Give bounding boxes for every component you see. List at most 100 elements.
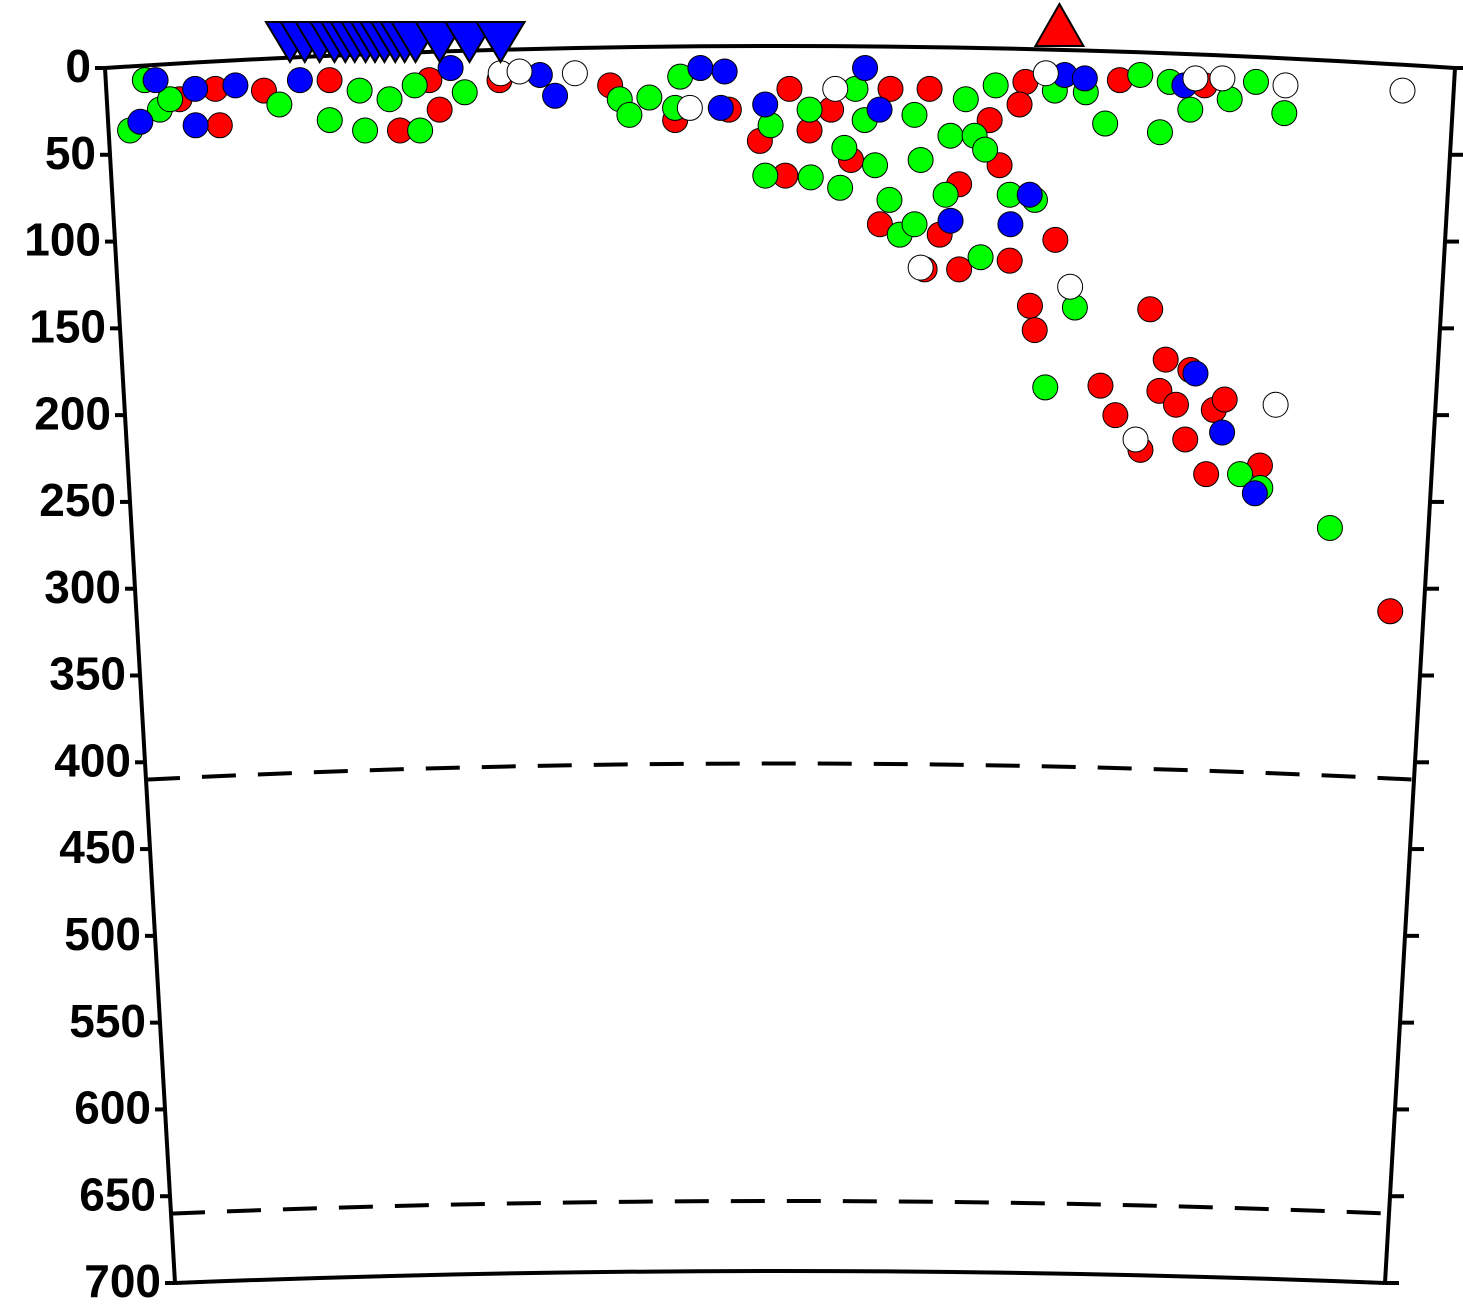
hypocenter: [401, 72, 428, 99]
hypocenter: [1032, 60, 1059, 87]
hypocenter: [752, 91, 779, 118]
hypocenter: [932, 181, 959, 208]
hypocenter: [967, 244, 994, 271]
frame-bottom: [174, 1269, 1386, 1285]
hypocenter: [616, 101, 643, 128]
y-tick-label: 350: [49, 648, 126, 700]
hypocenter: [222, 72, 249, 99]
hypocenter: [937, 122, 964, 149]
hypocenter: [937, 207, 964, 234]
y-tick-label: 450: [59, 821, 136, 873]
hypocenter: [426, 96, 453, 123]
hypocenter: [907, 254, 934, 281]
hypocenter: [752, 162, 779, 189]
hypocenter: [1242, 68, 1269, 95]
hypocenter: [952, 86, 979, 113]
volcano: [1033, 1, 1086, 47]
hypocenter: [827, 174, 854, 201]
y-tick-label: 600: [74, 1082, 151, 1134]
hypocenter: [901, 211, 928, 238]
hypocenter: [142, 67, 169, 94]
hypocenter: [1016, 181, 1043, 208]
hypocenter: [542, 82, 569, 109]
hypocenter: [437, 55, 464, 81]
hypocenter: [997, 211, 1024, 238]
hypocenter: [1182, 65, 1209, 92]
hypocenter: [996, 247, 1023, 274]
hypocenter: [1182, 360, 1209, 387]
hypocenter: [316, 107, 343, 134]
y-tick-label: 650: [79, 1168, 156, 1220]
section-frame: [103, 44, 1457, 1285]
hypocenter: [451, 79, 478, 106]
hypocenter: [346, 77, 373, 104]
hypocenter: [1152, 346, 1179, 373]
hypocenter: [1389, 77, 1416, 104]
hypocenter: [876, 186, 903, 213]
hypocenter: [901, 101, 928, 128]
hypocenter: [182, 75, 209, 102]
hypocenter: [1262, 391, 1289, 418]
y-tick-label: 250: [39, 474, 116, 526]
hypocenter: [1021, 317, 1048, 344]
hypocenter: [286, 67, 313, 94]
y-tick-label: 200: [34, 387, 111, 439]
hypocenter: [316, 67, 343, 94]
hypocenter: [127, 108, 154, 135]
station: [474, 21, 527, 64]
hypocenter: [561, 60, 588, 87]
hypocenter: [157, 86, 184, 113]
hypocenter: [1177, 96, 1204, 123]
hypocenter: [266, 91, 293, 118]
hypocenter: [1193, 461, 1220, 488]
hypocenter: [1032, 374, 1059, 401]
hypocenter: [1162, 391, 1189, 418]
y-tick-label: 300: [44, 561, 121, 613]
hypocenter: [506, 58, 533, 85]
y-tick-label: 550: [69, 995, 146, 1047]
hypocenter: [831, 134, 858, 161]
hypocenter: [376, 86, 403, 113]
hypocenter: [636, 84, 663, 111]
y-tick-label: 100: [24, 214, 101, 266]
y-tick-label: 400: [54, 734, 131, 786]
hypocenter: [822, 75, 849, 102]
hypocenter: [796, 96, 823, 123]
hypocenter: [907, 146, 934, 173]
hypocenter: [1057, 273, 1084, 300]
hypocenter: [972, 136, 999, 163]
hypocenter: [866, 96, 893, 123]
hypocenter: [1092, 110, 1119, 137]
hypocenter: [1102, 402, 1129, 429]
hypocenter: [852, 55, 879, 81]
hypocenter: [711, 58, 738, 85]
hypocenter: [862, 152, 889, 179]
hypocenter: [916, 75, 943, 102]
y-tick-label: 700: [84, 1255, 161, 1307]
hypocenter: [206, 112, 233, 139]
hypocenter: [182, 112, 209, 139]
hypocenter: [1137, 296, 1164, 323]
y-tick-label: 0: [65, 40, 91, 92]
hypocenter: [1211, 386, 1238, 413]
hypocenter: [1006, 91, 1033, 118]
y-tick-label: 500: [64, 908, 141, 960]
discontinuity-line: [145, 761, 1415, 782]
hypocenter: [946, 256, 973, 283]
hypocenter: [1272, 72, 1299, 99]
hypocenter: [707, 94, 734, 121]
y-tick-label: 150: [29, 301, 106, 353]
hypocenter: [1227, 461, 1254, 488]
hypocenter: [676, 94, 703, 121]
hypocenter: [1316, 514, 1343, 541]
hypocenter: [982, 72, 1009, 99]
discontinuity-line: [170, 1199, 1390, 1216]
hypocenter: [797, 164, 824, 191]
hypocenter: [1172, 426, 1199, 453]
hypocenter: [1087, 372, 1114, 399]
hypocenter: [1209, 419, 1236, 446]
hypocenter: [407, 117, 434, 144]
hypocenter: [1146, 119, 1173, 146]
hypocenter: [1241, 480, 1268, 507]
